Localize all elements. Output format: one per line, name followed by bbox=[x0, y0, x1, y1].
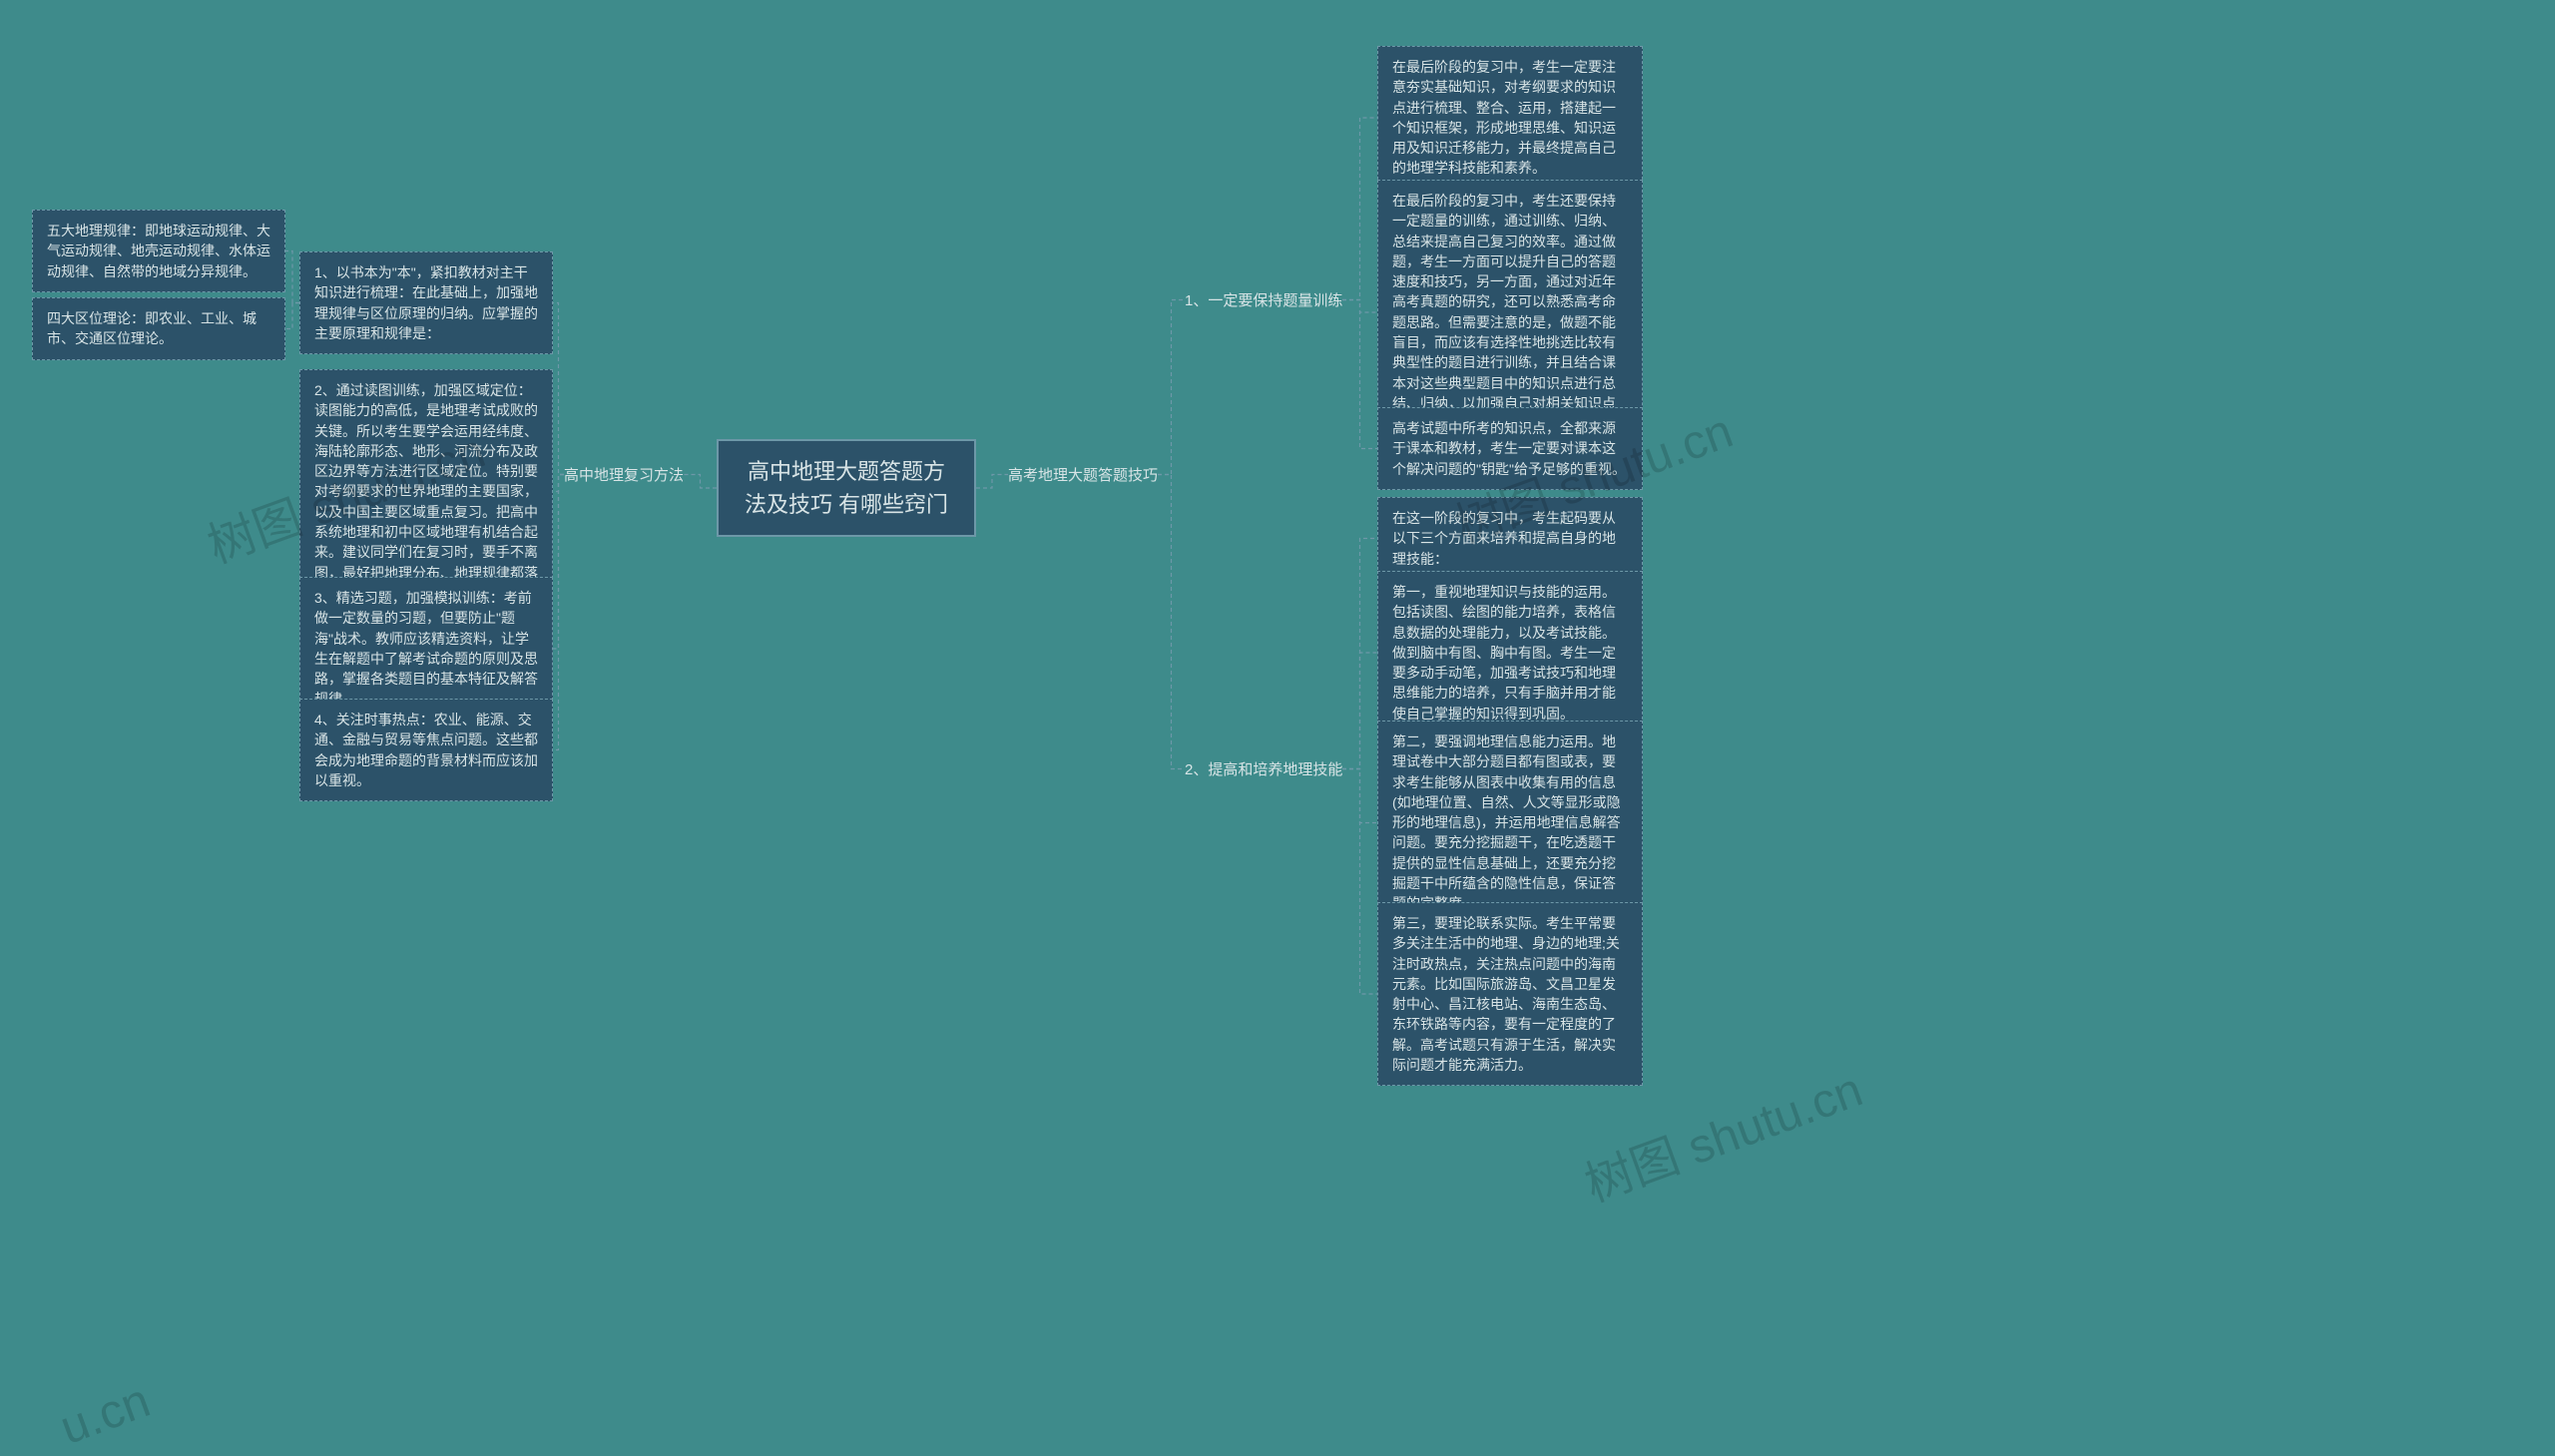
node-r1c: 高考试题中所考的知识点，全都来源于课本和教材，考生一定要对课本这个解决问题的"钥… bbox=[1377, 407, 1643, 490]
node-r2: 2、提高和培养地理技能 bbox=[1185, 758, 1342, 779]
watermark: u.cn bbox=[53, 1373, 157, 1456]
node-l1: 1、以书本为"本"，紧扣教材对主干知识进行梳理：在此基础上，加强地理规律与区位原… bbox=[299, 251, 553, 354]
node-r2d: 第三，要理论联系实际。考生平常要多关注生活中的地理、身边的地理;关注时政热点，关… bbox=[1377, 902, 1643, 1086]
node-l4: 4、关注时事热点：农业、能源、交通、金融与贸易等焦点问题。这些都会成为地理命题的… bbox=[299, 699, 553, 801]
branch-right-main: 高考地理大题答题技巧 bbox=[1008, 464, 1158, 485]
center-node: 高中地理大题答题方法及技巧 有哪些窍门 bbox=[717, 439, 976, 537]
node-r1a: 在最后阶段的复习中，考生一定要注意夯实基础知识，对考纲要求的知识点进行梳理、整合… bbox=[1377, 46, 1643, 190]
branch-left-main: 高中地理复习方法 bbox=[564, 464, 684, 485]
node-r1b: 在最后阶段的复习中，考生还要保持一定题量的训练，通过训练、归纳、总结来提高自己复… bbox=[1377, 180, 1643, 445]
node-r2a: 在这一阶段的复习中，考生起码要从以下三个方面来培养和提高自身的地理技能： bbox=[1377, 497, 1643, 580]
node-r1: 1、一定要保持题量训练 bbox=[1185, 289, 1342, 310]
node-r2c: 第二，要强调地理信息能力运用。地理试卷中大部分题目都有图或表，要求考生能够从图表… bbox=[1377, 721, 1643, 925]
node-l1a: 五大地理规律：即地球运动规律、大气运动规律、地壳运动规律、水体运动规律、自然带的… bbox=[32, 210, 285, 292]
node-r2b: 第一，重视地理知识与技能的运用。包括读图、绘图的能力培养，表格信息数据的处理能力… bbox=[1377, 571, 1643, 734]
node-l1b: 四大区位理论：即农业、工业、城市、交通区位理论。 bbox=[32, 297, 285, 360]
